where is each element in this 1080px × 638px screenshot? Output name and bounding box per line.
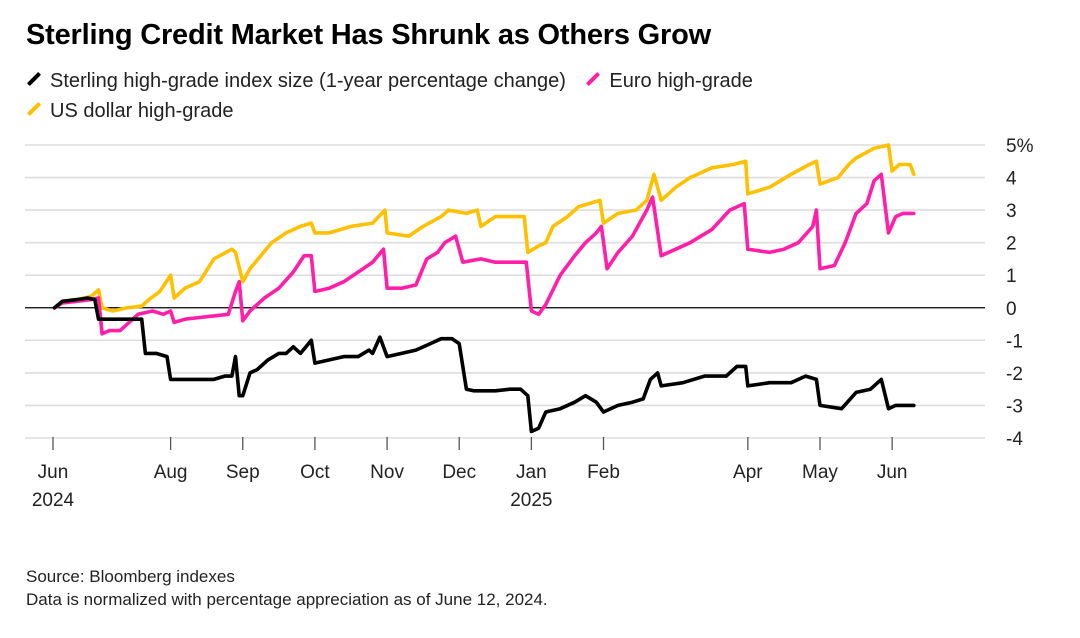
y-tick-label: -3 [1006,396,1023,417]
series-line-usd [52,143,916,313]
y-tick-label: 5% [1006,136,1034,157]
gridlines [25,144,985,439]
x-tick-label: Nov [370,462,404,483]
x-tick-label: Dec [442,462,476,483]
series-line-euro [52,172,916,336]
source-note: Source: Bloomberg indexes [26,567,235,586]
legend: Sterling high-grade index size (1-year p… [26,66,966,126]
legend-item-sterling: Sterling high-grade index size (1-year p… [26,66,566,96]
footer: Source: Bloomberg indexes Data is normal… [26,565,548,611]
x-tick-label: Apr [733,462,763,483]
y-tick-label: 2 [1006,234,1017,255]
x-tick-label: Jun [877,462,908,483]
series-line-sterling [52,296,916,434]
y-tick-label: 3 [1006,201,1017,222]
y-tick-label: -1 [1006,331,1023,352]
y-tick-label: 0 [1006,299,1017,320]
series-lines [52,143,916,434]
x-tick-label: Jan [516,462,547,483]
legend-label-euro: Euro high-grade [609,70,753,92]
y-tick-label: 1 [1006,266,1017,287]
y-axis-tick-labels: 5% 4 3 2 1 0 -1 -2 -3 -4 [1006,136,1034,450]
x-tick-year-label: 2025 [510,490,552,511]
normalization-note: Data is normalized with percentage appre… [26,590,548,609]
y-tick-label: -2 [1006,364,1023,385]
legend-label-sterling: Sterling high-grade index size (1-year p… [50,70,566,92]
x-tick-label: Sep [226,462,260,483]
x-tick-label: May [802,462,838,483]
y-tick-label: -4 [1006,429,1023,450]
legend-label-usd: US dollar high-grade [50,100,234,122]
chart-title: Sterling Credit Market Has Shrunk as Oth… [26,19,711,51]
legend-item-euro: Euro high-grade [585,66,753,96]
y-tick-label: 4 [1006,169,1017,190]
x-tick-label: Feb [587,462,620,483]
legend-item-usd: US dollar high-grade [26,96,233,126]
x-axis: Jun 2024 Aug Sep Oct Nov Dec Jan 2025 Feb Apr May Ju… [32,437,908,511]
x-tick-label: Oct [300,462,330,483]
x-tick-year-label: 2024 [32,490,75,511]
x-tick-label: Aug [154,462,188,483]
x-tick-label: Jun [38,462,69,483]
